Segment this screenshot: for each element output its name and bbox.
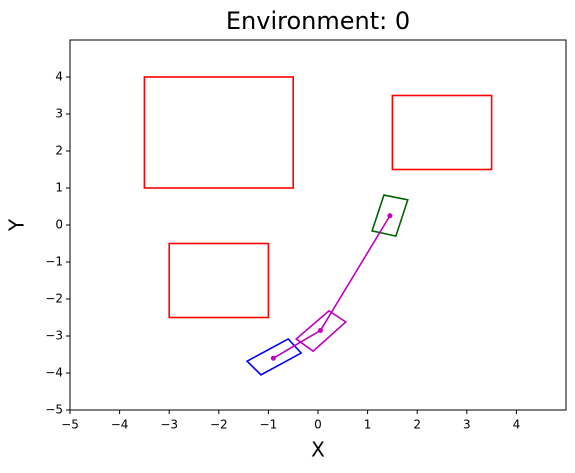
y-tick-label: 2 [55, 144, 63, 158]
x-tick-label: −5 [61, 418, 79, 432]
chart-title: Environment: 0 [226, 7, 410, 35]
x-tick-label: 2 [413, 418, 421, 432]
x-tick-label: 0 [314, 418, 322, 432]
y-tick-label: −1 [45, 255, 63, 269]
robot-box [371, 194, 409, 238]
y-tick-label: 0 [55, 218, 63, 232]
x-tick-label: 1 [364, 418, 372, 432]
obstacle [168, 242, 270, 319]
path-point [270, 355, 276, 361]
x-tick-label: 3 [463, 418, 471, 432]
robot-box [294, 309, 348, 353]
path-point [387, 213, 393, 219]
y-tick-label: 1 [55, 181, 63, 195]
obstacle [143, 76, 294, 189]
x-tick-label: −4 [111, 418, 129, 432]
y-tick-label: 3 [55, 107, 63, 121]
x-axis-label: X [311, 438, 325, 462]
obstacle [391, 94, 493, 171]
y-axis-label: Y [5, 218, 29, 232]
y-tick-label: 4 [55, 70, 63, 84]
y-tick-label: −4 [45, 366, 63, 380]
plot-frame [69, 39, 567, 411]
y-tick-label: −5 [45, 403, 63, 417]
y-tick-label: −3 [45, 329, 63, 343]
x-tick-label: −1 [260, 418, 278, 432]
x-tick-label: −3 [160, 418, 178, 432]
y-tick-label: −2 [45, 292, 63, 306]
x-tick-label: −2 [210, 418, 228, 432]
path-line [272, 215, 391, 359]
robot-box [245, 337, 303, 376]
path-point [317, 327, 323, 333]
x-tick-label: 4 [513, 418, 521, 432]
